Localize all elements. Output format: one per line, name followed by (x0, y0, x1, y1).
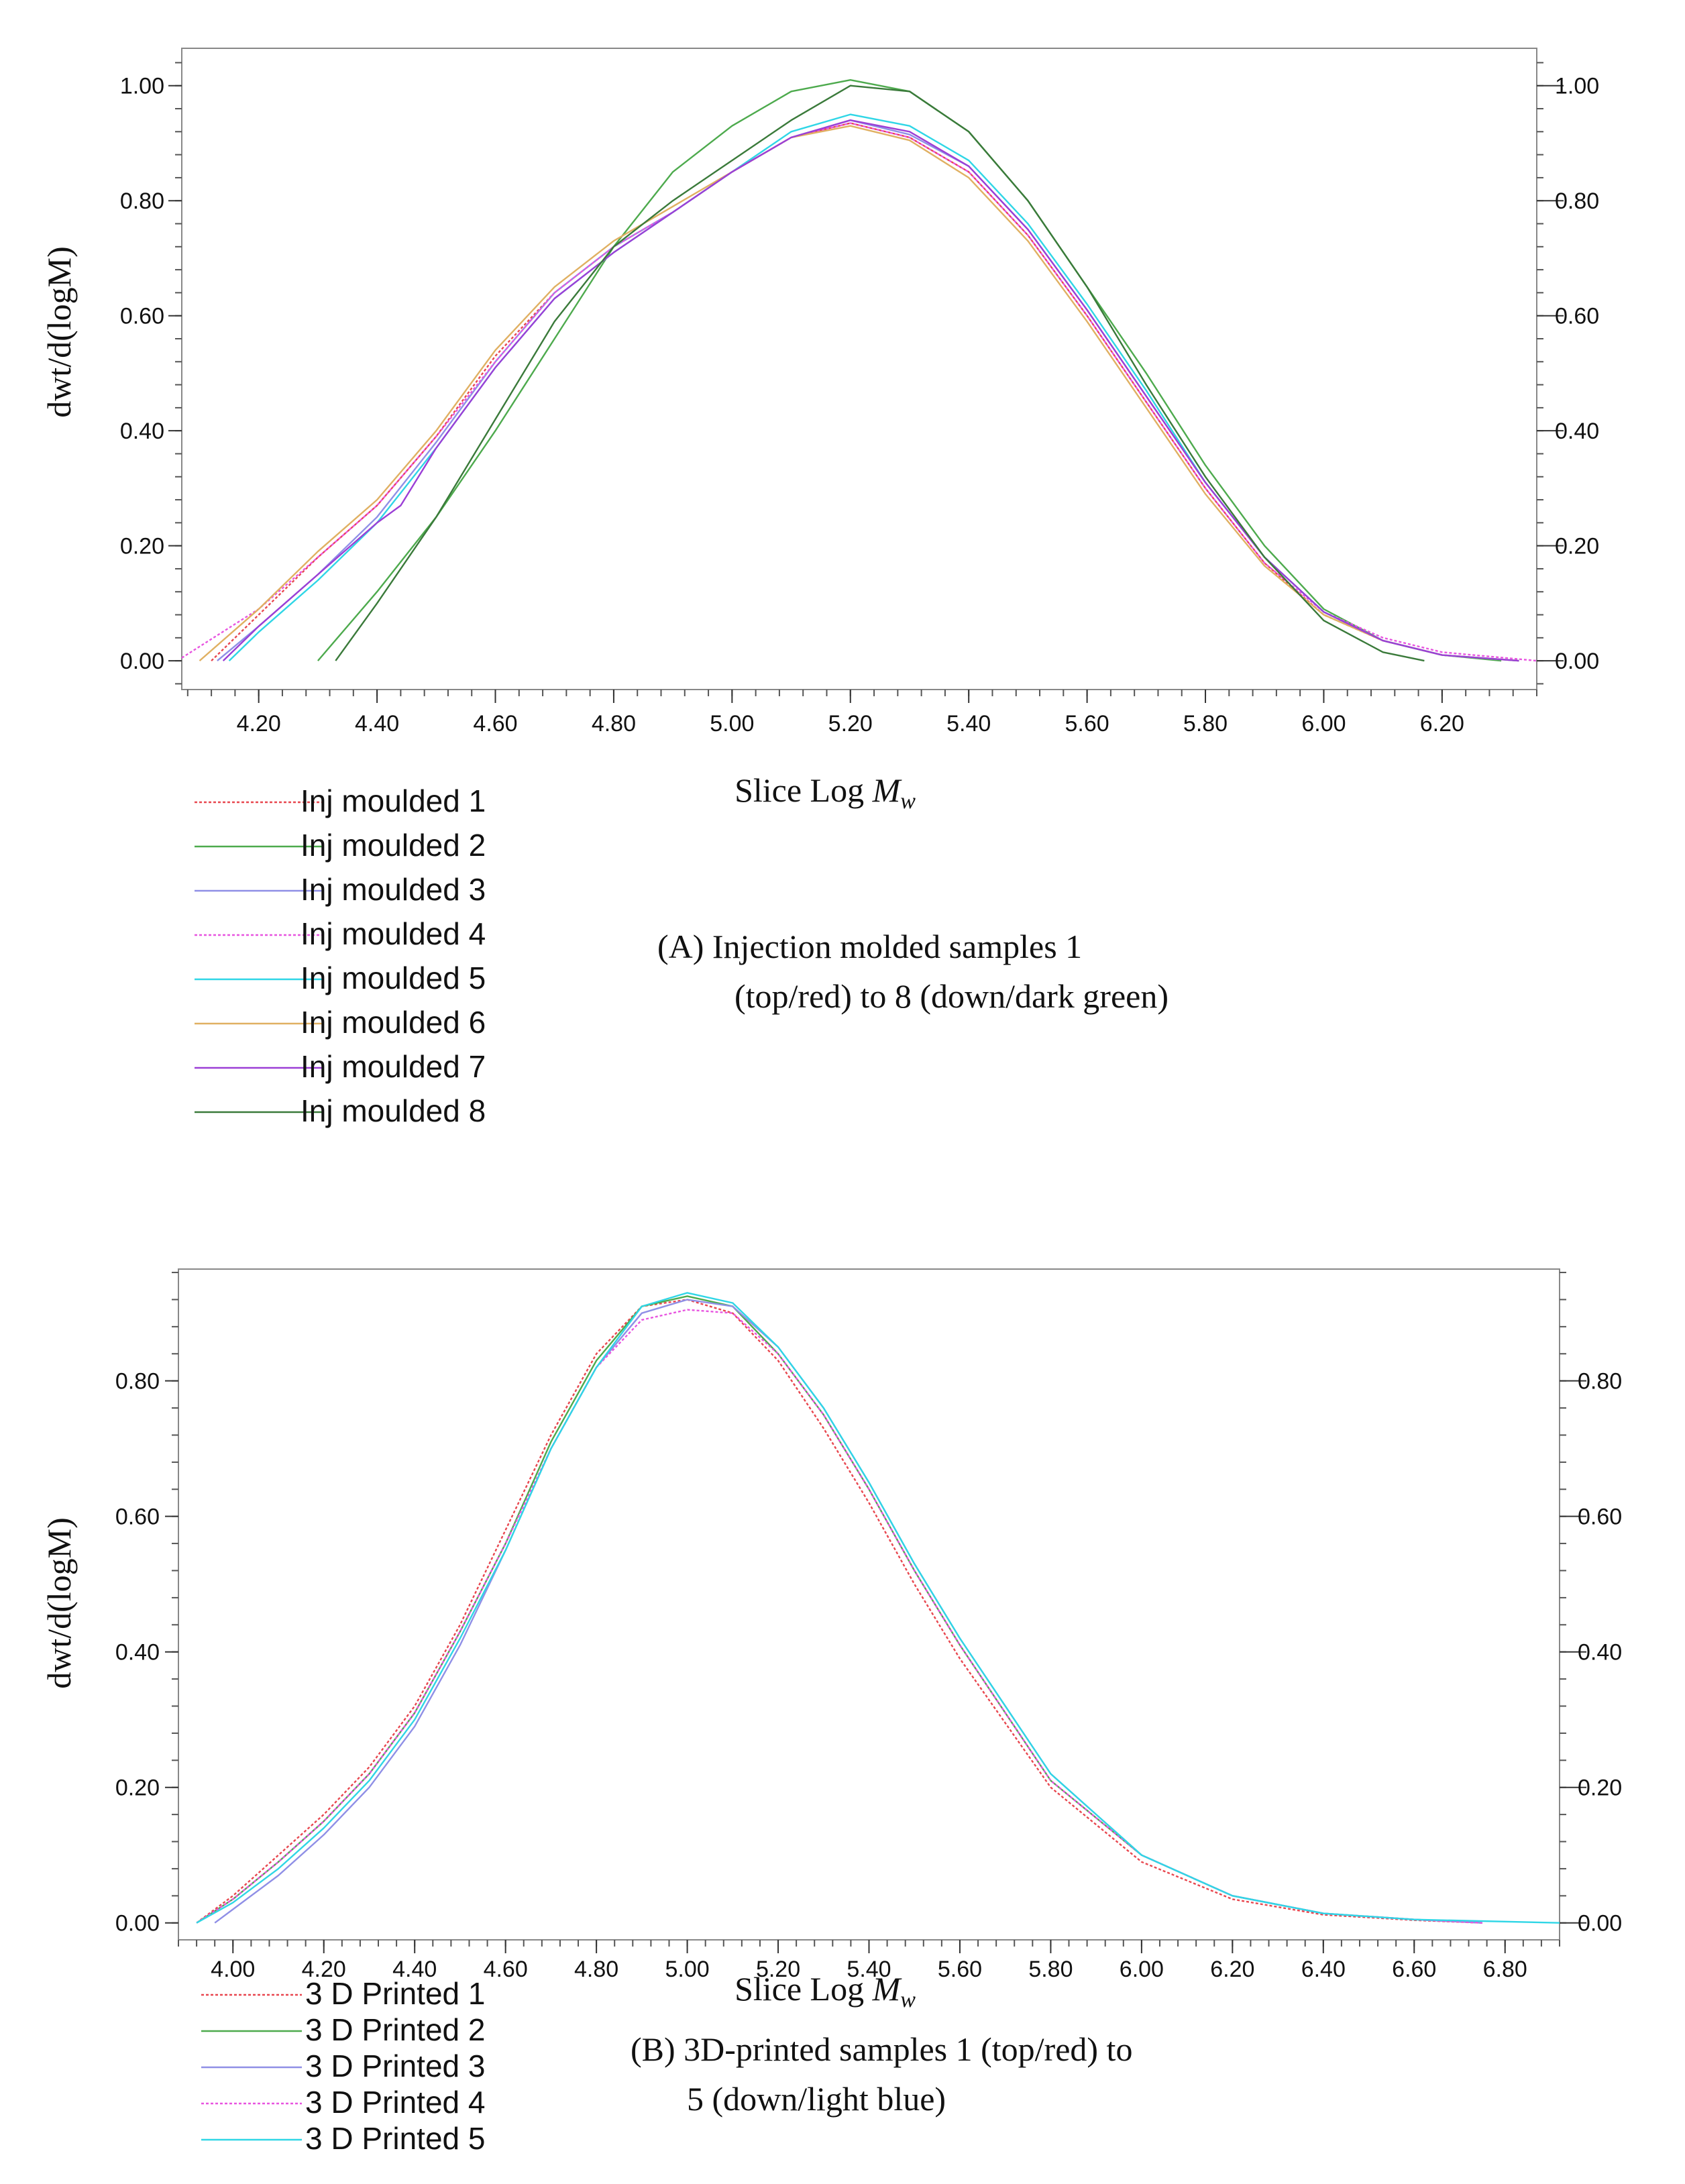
y-tick-label: 0.40 (115, 1640, 160, 1666)
y-tick-label-right: 0.40 (1555, 419, 1599, 444)
x-tick-label: 6.60 (1392, 1957, 1436, 1982)
legend-item-label: 3 D Printed 3 (305, 2049, 485, 2083)
x-tick-label: 4.60 (473, 711, 517, 736)
x-tick-label: 5.80 (1028, 1957, 1073, 1982)
y-tick-label-right: 0.60 (1578, 1505, 1622, 1530)
panel-caption-line: 5 (down/light blue) (687, 2080, 946, 2118)
x-axis-label-symbol: M (872, 771, 902, 809)
y-axis-label: dwt/d(logM) (40, 246, 78, 418)
legend-item-label: Inj moulded 6 (301, 1005, 486, 1040)
x-tick-label: 4.80 (592, 711, 636, 736)
y-tick-label-right: 0.00 (1555, 649, 1599, 674)
x-axis-label-symbol: M (872, 1970, 902, 2008)
legend-item-label: 3 D Printed 5 (305, 2121, 485, 2156)
y-axis-label: dwt/d(logM) (40, 1517, 78, 1689)
x-tick-label: 5.60 (1065, 711, 1109, 736)
y-tick-label-right: 0.20 (1555, 534, 1599, 559)
y-tick-label: 0.00 (120, 649, 164, 674)
x-tick-label: 4.00 (211, 1957, 255, 1982)
series-line-5 (196, 1292, 1560, 1924)
x-tick-label: 5.80 (1183, 711, 1228, 736)
y-tick-label: 0.80 (120, 188, 164, 214)
y-tick-label-right: 0.20 (1578, 1776, 1622, 1801)
series-line-6 (199, 125, 1519, 662)
x-tick-label: 6.40 (1301, 1957, 1346, 1982)
panel-b-chart: 4.00 4.20 4.40 4.60 4.80 5.00 5.20 5.40 5.60 5.80… (40, 1268, 1622, 2156)
y-tick-label: 0.20 (120, 534, 164, 559)
plot-frame (181, 48, 1537, 690)
y-tick-label-right: 1.00 (1555, 74, 1599, 99)
x-tick-label: 4.60 (484, 1957, 528, 1982)
x-tick-label: 5.40 (946, 711, 991, 736)
x-tick-label: 6.20 (1420, 711, 1464, 736)
series-line-8 (335, 85, 1425, 662)
y-tick-label-right: 0.00 (1578, 1911, 1622, 1936)
x-tick-label: 4.40 (355, 711, 399, 736)
y-tick-label: 0.60 (120, 304, 164, 329)
y-tick-label: 0.40 (120, 419, 164, 444)
x-tick-label: 6.20 (1210, 1957, 1254, 1982)
y-tick-label: 0.80 (115, 1369, 160, 1395)
x-tick-label: 4.40 (392, 1957, 437, 1982)
y-tick-label-right: 0.40 (1578, 1640, 1622, 1666)
legend-item-label: Inj moulded 7 (301, 1049, 486, 1084)
legend-item-label: 3 D Printed 2 (305, 2012, 485, 2047)
x-axis-label-text: Slice Log (735, 1970, 873, 2008)
x-tick-label: 5.20 (828, 711, 873, 736)
panel-caption-line: (A) Injection molded samples 1 (657, 928, 1082, 965)
y-tick-label: 1.00 (120, 74, 164, 99)
y-tick-label-right: 0.60 (1555, 304, 1599, 329)
legend-item-label: 3 D Printed 1 (305, 1976, 485, 2011)
legend-item-label: Inj moulded 8 (301, 1093, 486, 1128)
x-tick-label: 5.60 (938, 1957, 982, 1982)
y-tick-label-right: 0.80 (1578, 1369, 1622, 1395)
x-tick-label: 6.00 (1120, 1957, 1164, 1982)
legend-item-label: Inj moulded 3 (301, 872, 486, 907)
x-tick-label: 6.80 (1483, 1957, 1527, 1982)
legend-item-label: Inj moulded 1 (301, 783, 486, 818)
legend-item-label: Inj moulded 5 (301, 961, 486, 995)
x-axis-label-subscript: w (900, 1987, 916, 2012)
x-axis-label-subscript: w (900, 789, 916, 814)
legend-item-label: 3 D Printed 4 (305, 2085, 485, 2120)
x-tick-label: 5.00 (665, 1957, 709, 1982)
x-tick-label: 6.00 (1301, 711, 1346, 736)
x-tick-label: 4.80 (574, 1957, 618, 1982)
x-tick-label: 5.00 (710, 711, 754, 736)
series-line-7 (222, 119, 1519, 662)
x-tick-label: 4.20 (302, 1957, 346, 1982)
panel-caption-line: (B) 3D-printed samples 1 (top/red) to (631, 2030, 1132, 2068)
y-tick-label: 0.00 (115, 1911, 160, 1936)
x-tick-label: 5.40 (847, 1957, 891, 1982)
x-axis-label: Slice Log Mw (735, 1970, 916, 2012)
panel-caption-line: (top/red) to 8 (down/dark green) (735, 977, 1168, 1015)
y-tick-label-right: 0.80 (1555, 188, 1599, 214)
legend-item-label: Inj moulded 4 (301, 916, 486, 951)
series-line-1 (211, 122, 1519, 662)
series-line-4 (181, 122, 1537, 662)
panel-a-chart: 4.20 4.40 4.60 4.80 5.00 5.20 5.40 5.60 5.80 6.00… (40, 48, 1599, 1128)
legend-item-label: Inj moulded 2 (301, 828, 486, 863)
x-axis-label: Slice Log Mw (735, 771, 916, 814)
x-tick-label: 5.20 (756, 1957, 800, 1982)
y-tick-label: 0.60 (115, 1505, 160, 1530)
x-axis-label-text: Slice Log (735, 771, 873, 809)
series-line-1 (196, 1299, 1482, 1924)
x-tick-label: 4.20 (237, 711, 281, 736)
y-tick-label: 0.20 (115, 1776, 160, 1801)
